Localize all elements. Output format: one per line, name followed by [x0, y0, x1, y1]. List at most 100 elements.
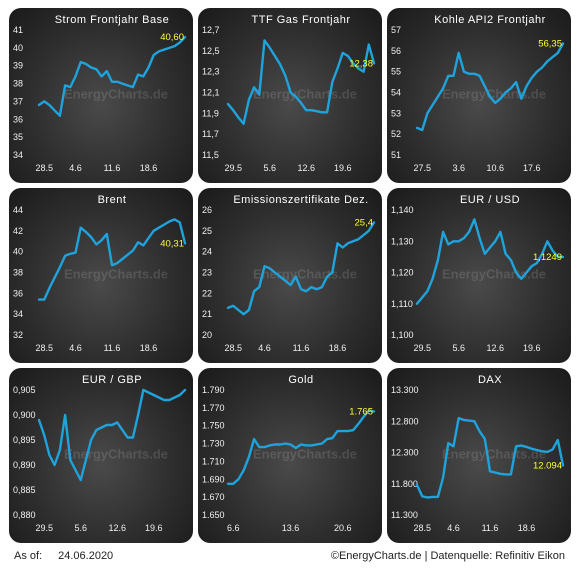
- x-tick-label: 5.6: [452, 343, 465, 353]
- x-tick-label: 29.5: [35, 523, 53, 533]
- series-line: [226, 221, 376, 316]
- chart-svg-kohle-api2-frontjahr: EnergyCharts.de Kohle API2 Frontjahr 51 52 5…: [391, 14, 565, 173]
- source-footer: ©EnergyCharts.de | Datenquelle: Refiniti…: [330, 550, 565, 562]
- chart-title: Strom Frontjahr Base: [55, 14, 170, 26]
- series-line: [37, 218, 187, 301]
- x-tick-label: 27.5: [413, 163, 431, 173]
- y-tick-label: 39: [13, 61, 23, 71]
- y-tick-label: 42: [13, 226, 23, 236]
- y-tick-label: 1,130: [391, 236, 414, 246]
- y-tick-label: 55: [391, 67, 401, 77]
- x-tick-label: 19.6: [334, 163, 352, 173]
- y-tick-label: 38: [13, 79, 23, 89]
- y-tick-label: 1.690: [202, 474, 225, 484]
- x-tick-label: 20.6: [334, 523, 352, 533]
- chart-svg-eur-gbp: EnergyCharts.de EUR / GBP 0,880 0,885 0,890 0…: [13, 374, 187, 533]
- chart-title: Kohle API2 Frontjahr: [434, 14, 546, 26]
- watermark: EnergyCharts.de: [253, 267, 357, 282]
- chart-title: Emissionszertifikate Dez.: [233, 194, 368, 206]
- y-tick-label: 1.750: [202, 421, 225, 431]
- y-tick-label: 1,100: [391, 330, 414, 340]
- series-line: [415, 42, 565, 132]
- y-tick-label: 0,890: [13, 460, 36, 470]
- chart-title: TTF Gas Frontjahr: [252, 14, 351, 26]
- y-tick-label: 1,140: [391, 205, 414, 215]
- x-tick-label: 12.6: [297, 163, 315, 173]
- series-line: [415, 416, 565, 499]
- y-tick-label: 12,3: [202, 67, 220, 77]
- x-tick-label: 12.6: [486, 343, 504, 353]
- x-tick-label: 11.6: [293, 343, 310, 353]
- y-tick-label: 41: [13, 25, 23, 35]
- x-tick-label: 17.6: [523, 163, 541, 173]
- last-value-label: 12.094: [533, 460, 562, 471]
- chart-svg-strom-frontjahr-base: EnergyCharts.de Strom Frontjahr Base 34 35 3…: [13, 14, 187, 173]
- x-tick-label: 18.6: [518, 523, 536, 533]
- chart-panel-brent: EnergyCharts.de Brent 32 34 36 38 40 42 44 28.5 4.…: [9, 188, 193, 363]
- chart-title: Gold: [288, 374, 313, 386]
- y-tick-label: 12,7: [202, 25, 220, 35]
- watermark: EnergyCharts.de: [64, 87, 168, 102]
- x-tick-label: 3.6: [452, 163, 465, 173]
- x-tick-label: 12.6: [108, 523, 126, 533]
- y-tick-label: 34: [13, 309, 23, 319]
- y-tick-label: 0,900: [13, 410, 36, 420]
- series-line: [37, 35, 187, 117]
- watermark: EnergyCharts.de: [442, 447, 546, 462]
- y-tick-label: 12.800: [391, 416, 419, 426]
- x-tick-label: 18.6: [140, 163, 158, 173]
- series-line: [226, 409, 376, 486]
- watermark: EnergyCharts.de: [253, 447, 357, 462]
- x-tick-label: 11.6: [482, 523, 499, 533]
- y-tick-label: 1.730: [202, 439, 225, 449]
- series-line: [226, 39, 376, 125]
- as-of-label: As of:: [14, 550, 43, 562]
- y-tick-label: 40: [13, 247, 23, 257]
- y-tick-label: 34: [13, 150, 23, 160]
- as-of-footer: As of: 24.06.2020: [14, 550, 129, 562]
- watermark: EnergyCharts.de: [64, 447, 168, 462]
- x-tick-label: 4.6: [258, 343, 271, 353]
- x-tick-label: 18.6: [140, 343, 158, 353]
- y-tick-label: 56: [391, 46, 401, 56]
- chart-panel-gold: EnergyCharts.de Gold 1.650 1.670 1.690 1.710 1…: [198, 368, 382, 543]
- x-tick-label: 29.5: [413, 343, 431, 353]
- y-tick-label: 25: [202, 226, 212, 236]
- y-tick-label: 0,905: [13, 385, 36, 395]
- y-tick-label: 35: [13, 132, 23, 142]
- y-tick-label: 53: [391, 108, 401, 118]
- y-tick-label: 21: [202, 309, 212, 319]
- y-tick-label: 0,885: [13, 485, 36, 495]
- y-tick-label: 11,7: [202, 129, 219, 139]
- series-line: [37, 388, 187, 482]
- y-tick-label: 24: [202, 247, 212, 257]
- watermark: EnergyCharts.de: [442, 87, 546, 102]
- chart-svg-dax: EnergyCharts.de DAX 11.300 11.800 12.300 12.8…: [391, 374, 565, 533]
- y-tick-label: 12,1: [202, 88, 220, 98]
- y-tick-label: 0,880: [13, 510, 36, 520]
- y-tick-label: 1.790: [202, 385, 225, 395]
- y-tick-label: 11.300: [391, 510, 418, 520]
- x-tick-label: 19.6: [523, 343, 541, 353]
- x-tick-label: 18.6: [329, 343, 347, 353]
- x-tick-label: 5.6: [74, 523, 87, 533]
- chart-panel-dax: EnergyCharts.de DAX 11.300 11.800 12.300 12.8…: [387, 368, 571, 543]
- x-tick-label: 19.6: [145, 523, 163, 533]
- chart-panel-eur-usd: EnergyCharts.de EUR / USD 1,100 1,110 1,120 1…: [387, 188, 571, 363]
- series-line: [415, 218, 565, 305]
- y-tick-label: 44: [13, 205, 23, 215]
- y-tick-label: 0,895: [13, 435, 36, 445]
- y-tick-label: 1.670: [202, 492, 225, 502]
- chart-panel-kohle-api2-frontjahr: EnergyCharts.de Kohle API2 Frontjahr 51 52 5…: [387, 8, 571, 183]
- y-tick-label: 13.300: [391, 385, 419, 395]
- x-tick-label: 4.6: [447, 523, 460, 533]
- last-value-label: 1.765: [349, 406, 373, 417]
- chart-title: EUR / USD: [460, 194, 520, 206]
- y-tick-label: 32: [13, 330, 23, 340]
- watermark: EnergyCharts.de: [64, 267, 168, 282]
- y-tick-label: 52: [391, 129, 401, 139]
- y-tick-label: 22: [202, 288, 212, 298]
- y-tick-label: 51: [391, 150, 401, 160]
- last-value-label: 40,31: [160, 238, 184, 249]
